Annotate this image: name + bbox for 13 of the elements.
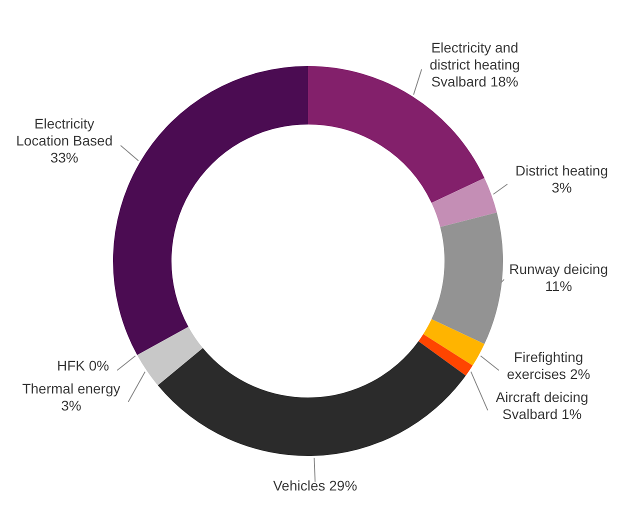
- legend-label: HFK 0%: [56, 357, 110, 374]
- slice-label: Thermal energy: [22, 380, 120, 396]
- data-label: 11%: [545, 278, 572, 294]
- slice-label: Aircraft deicing Svalbard 1%: [496, 388, 588, 422]
- slice-label: District heating: [515, 162, 608, 179]
- slice-label: Vehicles 29%: [273, 477, 358, 494]
- data-label: 3%: [61, 397, 82, 414]
- slice-label: Electricity Location Based: [16, 115, 113, 148]
- slice-label: Runway deicing: [509, 260, 608, 277]
- slice-label: Firefighting exercises 2%: [506, 348, 590, 382]
- data-label: 33%: [50, 149, 78, 166]
- slice-label: Electricity and district heating Svalbard 18%: [430, 39, 520, 90]
- data-label: 3%: [552, 180, 572, 196]
